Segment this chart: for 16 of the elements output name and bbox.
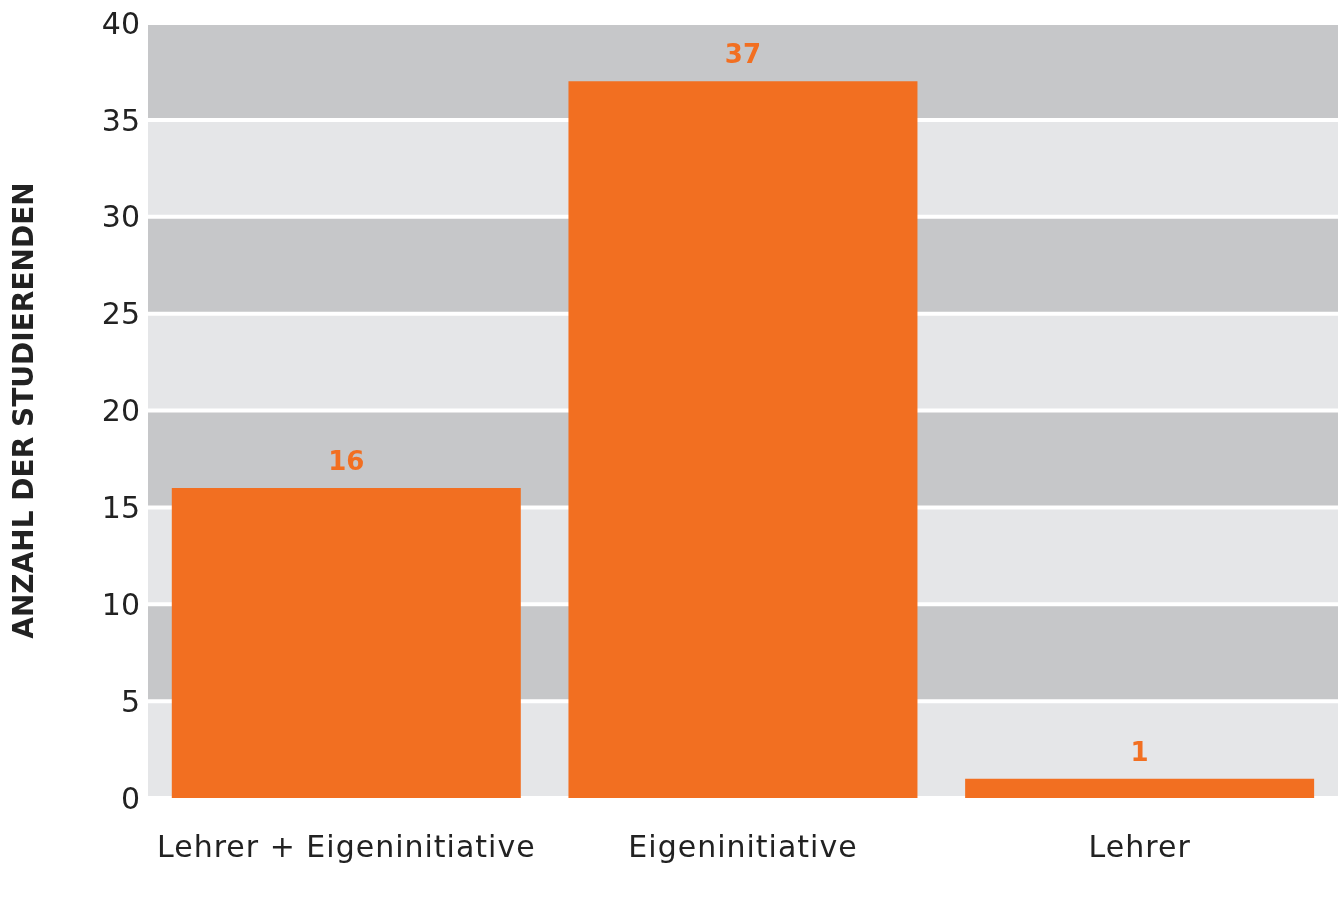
y-tick-label: 15 <box>101 490 140 526</box>
data-label: 1 <box>1130 736 1149 767</box>
y-tick-label: 30 <box>101 199 140 235</box>
y-tick-label: 40 <box>101 5 140 41</box>
data-label: 37 <box>724 39 762 70</box>
y-tick-label: 5 <box>120 683 140 719</box>
x-tick-label: Lehrer <box>1088 829 1191 865</box>
x-tick-label: Lehrer + Eigeninitiative <box>157 829 536 865</box>
x-tick-label: Eigeninitiative <box>628 829 858 865</box>
y-tick-label: 0 <box>120 780 140 816</box>
data-label: 16 <box>328 446 365 476</box>
y-tick-label: 20 <box>101 393 140 429</box>
y-tick-label: 10 <box>101 586 140 622</box>
y-tick-label: 35 <box>101 102 140 138</box>
y-tick-label: 25 <box>101 296 140 332</box>
y-axis-title: ANZAHL DER STUDIERENDEN <box>6 182 40 639</box>
